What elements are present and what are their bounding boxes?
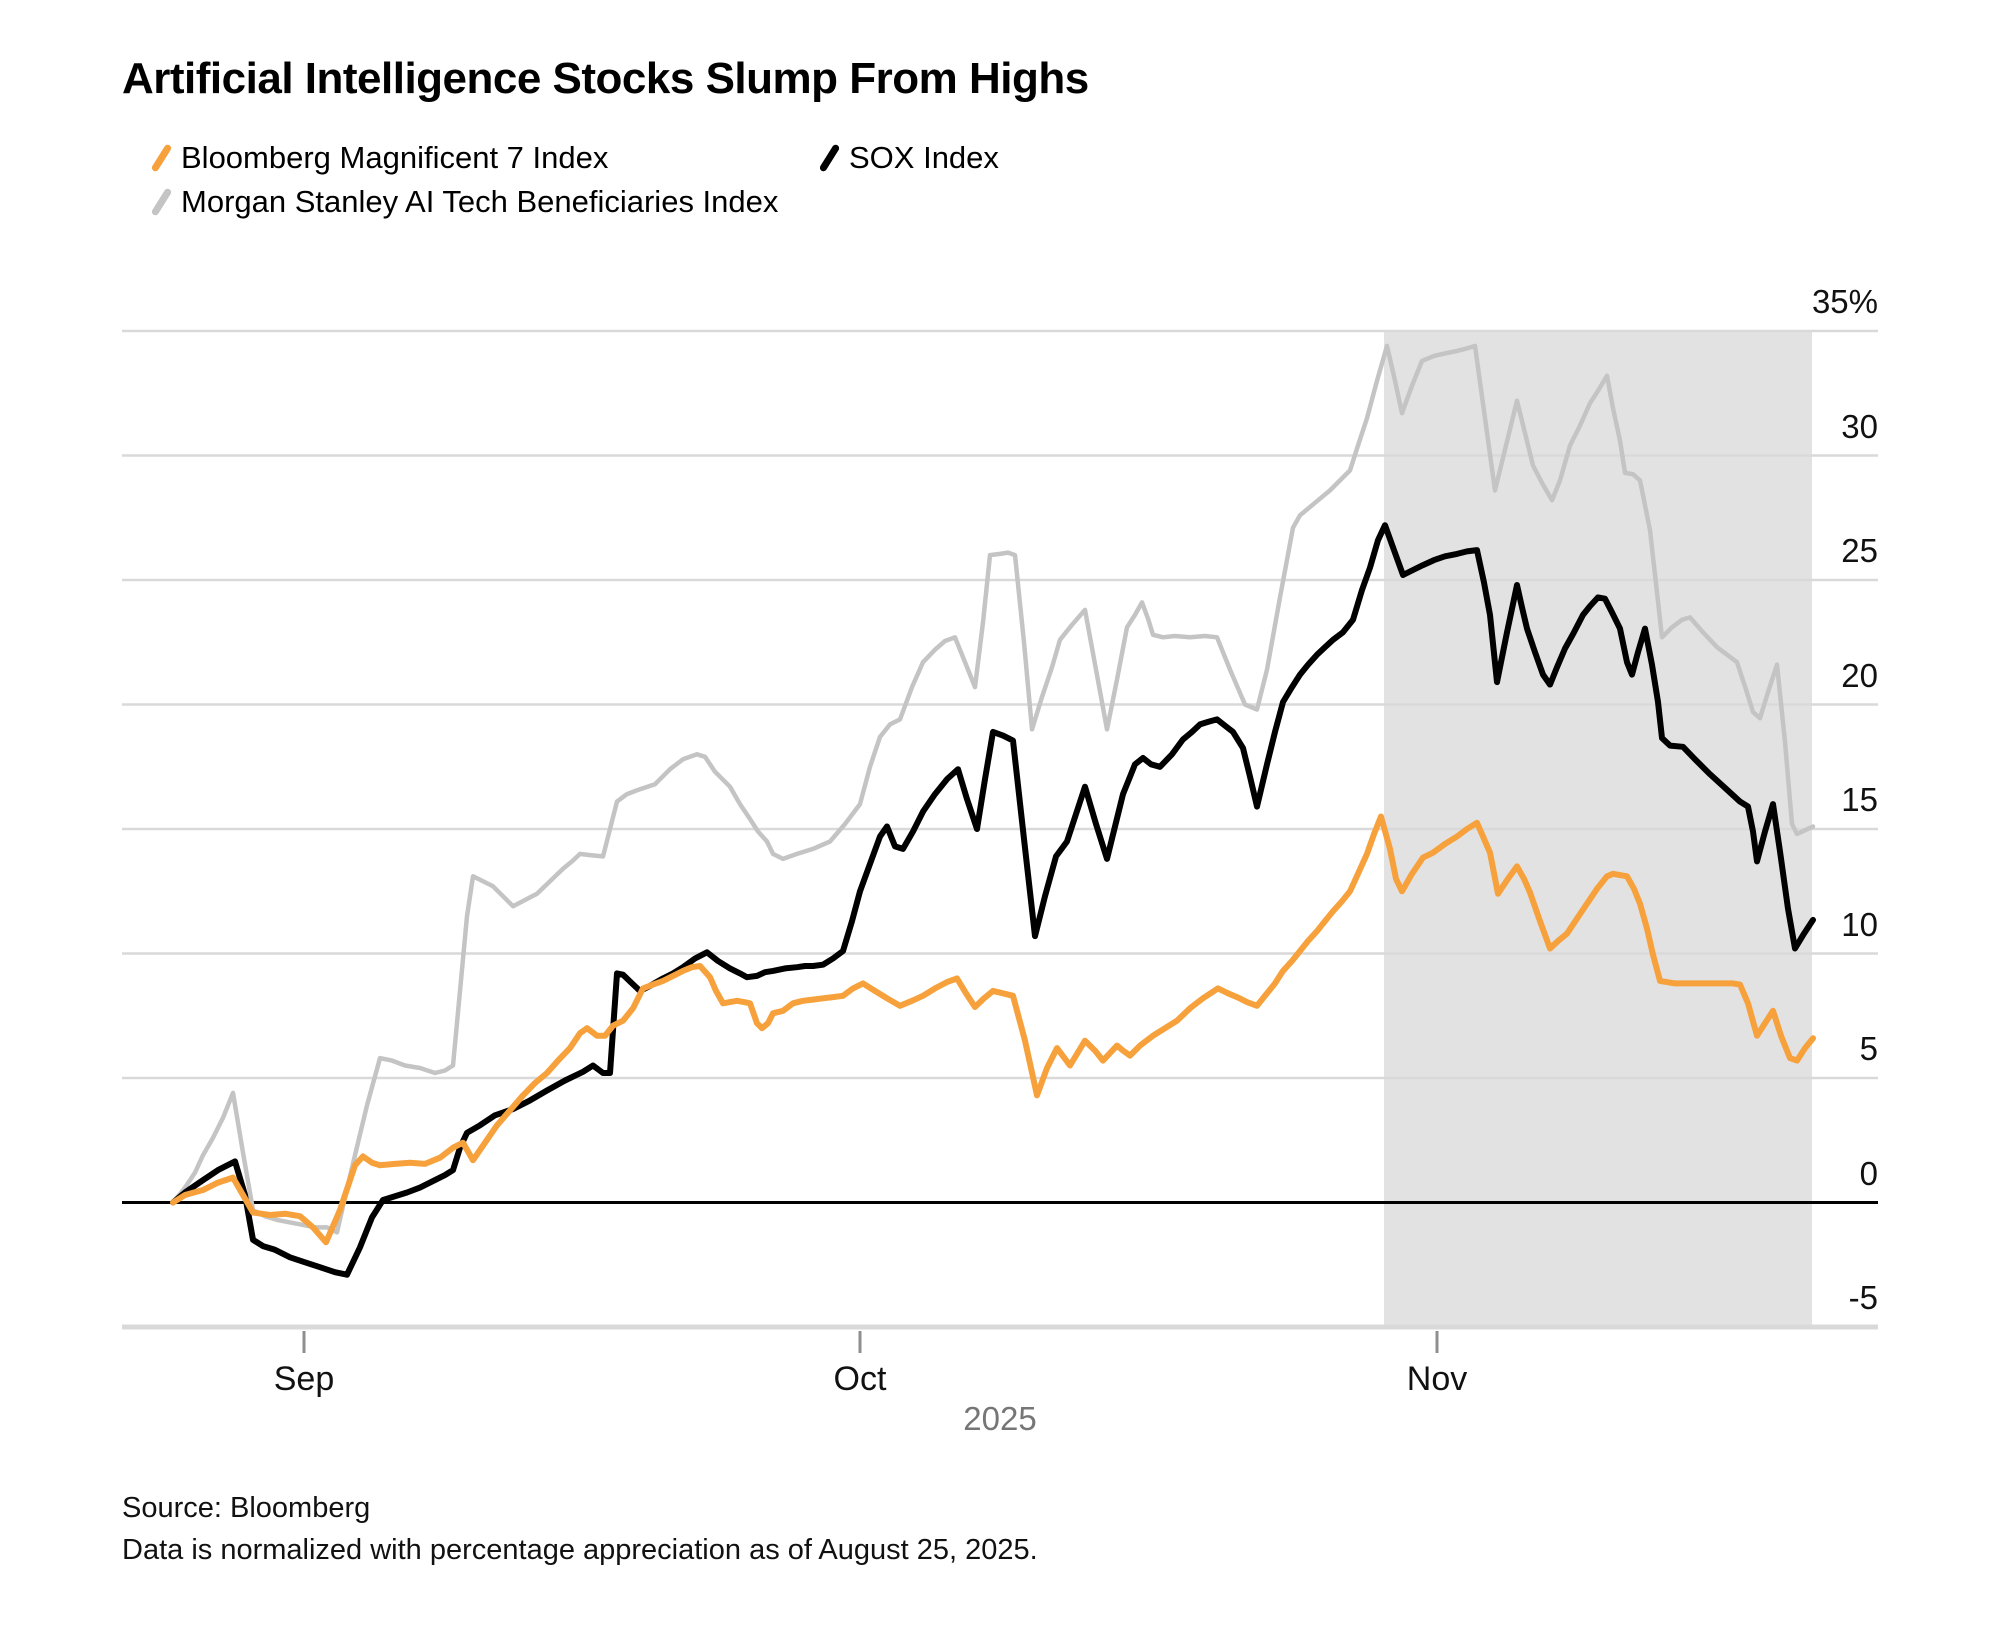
y-axis-label: -5 [1848, 1279, 1878, 1316]
x-axis-year-label: 2025 [963, 1400, 1037, 1437]
y-axis-label: 10 [1841, 905, 1878, 943]
footnote-text: Data is normalized with percentage appre… [122, 1534, 1038, 1566]
y-axis-label: 5 [1859, 1030, 1878, 1067]
legend-label: Bloomberg Magnificent 7 Index [181, 140, 609, 175]
y-axis-label: 15 [1841, 781, 1878, 818]
x-axis-label: Oct [833, 1360, 887, 1398]
legend-item-mag7: Bloomberg Magnificent 7 Index [150, 138, 609, 178]
y-axis-label: 30 [1841, 407, 1878, 445]
legend-item-sox: SOX Index [818, 138, 999, 178]
x-axis-label: Sep [273, 1360, 335, 1398]
legend-label: SOX Index [849, 140, 999, 175]
legend-label: Morgan Stanley AI Tech Beneficiaries Ind… [181, 184, 779, 219]
y-axis-label: 0 [1859, 1154, 1878, 1192]
series-line-sox [170, 522, 1816, 1278]
y-axis-label: 20 [1841, 656, 1878, 694]
source-text: Source: Bloomberg [122, 1492, 371, 1524]
y-axis-label: 25 [1841, 532, 1878, 569]
series-line-mag7 [170, 813, 1816, 1246]
legend-item-ms-ai: Morgan Stanley AI Tech Beneficiaries Ind… [150, 182, 779, 222]
chart-title: Artificial Intelligence Stocks Slump Fro… [122, 54, 1089, 103]
series-line-ms-ai [170, 343, 1816, 1235]
y-axis-label: 35% [1811, 283, 1878, 320]
x-axis-label: Nov [1406, 1360, 1468, 1398]
